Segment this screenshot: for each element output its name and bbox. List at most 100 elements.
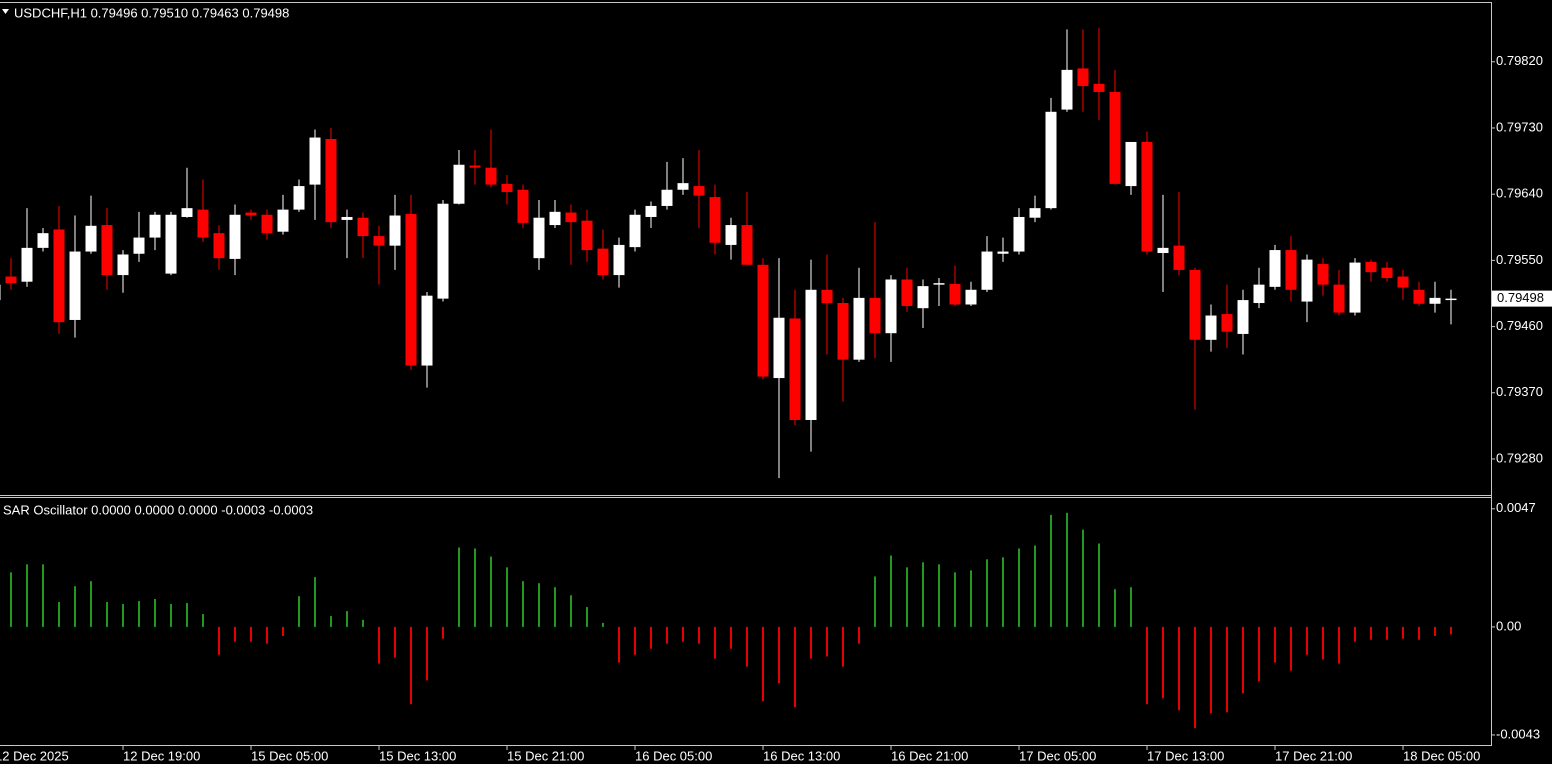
oscillator-bar [1162, 626, 1164, 699]
candle-body [501, 183, 513, 192]
candle-body [949, 283, 961, 305]
candle-body [565, 212, 577, 223]
y-tick-label: 0.79640 [1496, 186, 1543, 201]
oscillator-bar [1274, 626, 1276, 663]
y-tick-label: 0.00 [1496, 618, 1521, 633]
candle-body [917, 286, 929, 309]
oscillator-bar [986, 559, 988, 627]
oscillator-bar [698, 626, 700, 644]
oscillator-bar [1098, 543, 1100, 627]
candle-body [901, 279, 913, 306]
oscillator-bar [234, 626, 236, 642]
oscillator-bar [218, 626, 220, 655]
oscillator-bar [554, 587, 556, 627]
oscillator-bar [1418, 626, 1420, 640]
candle-body [1445, 298, 1457, 301]
candle-body [1333, 284, 1345, 313]
candle-body [853, 297, 865, 360]
x-tick-label: 16 Dec 05:00 [635, 748, 712, 763]
candle-body [85, 225, 97, 252]
candle-body [597, 248, 609, 276]
oscillator-bar [682, 626, 684, 642]
y-tick-label: 0.0047 [1496, 500, 1536, 515]
candle-body [533, 217, 545, 259]
candle-body [101, 225, 113, 276]
candle-body [997, 251, 1009, 254]
x-tick-label: 16 Dec 13:00 [763, 748, 840, 763]
candle-body [325, 139, 337, 223]
oscillator-bar [970, 570, 972, 627]
candle-body [277, 209, 289, 232]
y-tick-label: 0.79460 [1496, 318, 1543, 333]
candle-body [197, 209, 209, 238]
oscillator-bar [362, 619, 364, 627]
oscillator-bar [1258, 626, 1260, 682]
oscillator-bar [346, 611, 348, 627]
candle-body [1269, 250, 1281, 287]
oscillator-bar [474, 548, 476, 627]
oscillator-bar [538, 583, 540, 627]
candle-body [661, 189, 673, 206]
oscillator-bar [1242, 626, 1244, 694]
oscillator-bar [778, 626, 780, 684]
oscillator-bar [74, 586, 76, 627]
candle-body [869, 297, 881, 334]
candle-body [581, 220, 593, 251]
oscillator-bar [762, 626, 764, 702]
candle-body [1029, 208, 1041, 218]
oscillator-bar [858, 626, 860, 644]
candle-body [837, 303, 849, 360]
oscillator-bar [426, 626, 428, 681]
oscillator-bar [250, 626, 252, 642]
oscillator-bar [1194, 626, 1196, 729]
oscillator-bar [1322, 626, 1324, 660]
candle-body [1285, 250, 1297, 290]
candle-body [677, 183, 689, 190]
oscillator-bar [666, 626, 668, 644]
oscillator-bar [1226, 626, 1228, 713]
candle-body [805, 289, 817, 420]
oscillator-bar [1178, 626, 1180, 711]
oscillator-bar [330, 616, 332, 627]
candle-body [21, 247, 33, 282]
candle-body [885, 279, 897, 334]
x-tick-label: 12 Dec 19:00 [123, 748, 200, 763]
oscillator-bar [1370, 626, 1372, 640]
oscillator-bar [1210, 626, 1212, 714]
x-tick-label: 12 Dec 2025 [0, 748, 69, 763]
oscillator-bar [170, 604, 172, 627]
oscillator-bar [570, 595, 572, 627]
x-tick-label: 15 Dec 21:00 [507, 748, 584, 763]
oscillator-bar [1290, 626, 1292, 671]
oscillator-bar [106, 602, 108, 627]
oscillator-bar [602, 622, 604, 627]
candle-body [5, 276, 17, 284]
candle-body [549, 211, 561, 226]
candle-body [421, 295, 433, 366]
oscillator-bar [618, 626, 620, 663]
candle-body [261, 214, 273, 234]
candle-body [53, 229, 65, 323]
candle-body [1157, 247, 1169, 254]
candle-body [725, 225, 737, 245]
oscillator-bar [1338, 626, 1340, 664]
oscillator-bar [1018, 548, 1020, 627]
oscillator-bar [42, 564, 44, 627]
candle-body [1253, 284, 1265, 304]
oscillator-bar [522, 581, 524, 627]
oscillator-bar [298, 596, 300, 627]
candle-body [1189, 269, 1201, 340]
price-marker [1492, 290, 1552, 307]
candle-body [1125, 141, 1137, 187]
candle-body [133, 237, 145, 254]
oscillator-bar [1130, 587, 1132, 627]
oscillator-bar [458, 547, 460, 627]
oscillator-bar [506, 567, 508, 627]
price-marker-label: 0.79498 [1497, 290, 1544, 305]
candle-body [453, 164, 465, 204]
candle-body [309, 137, 321, 185]
oscillator-bar [938, 564, 940, 627]
candle-body [1205, 315, 1217, 340]
oscillator-bar [634, 626, 636, 655]
oscillator-bar [154, 599, 156, 627]
